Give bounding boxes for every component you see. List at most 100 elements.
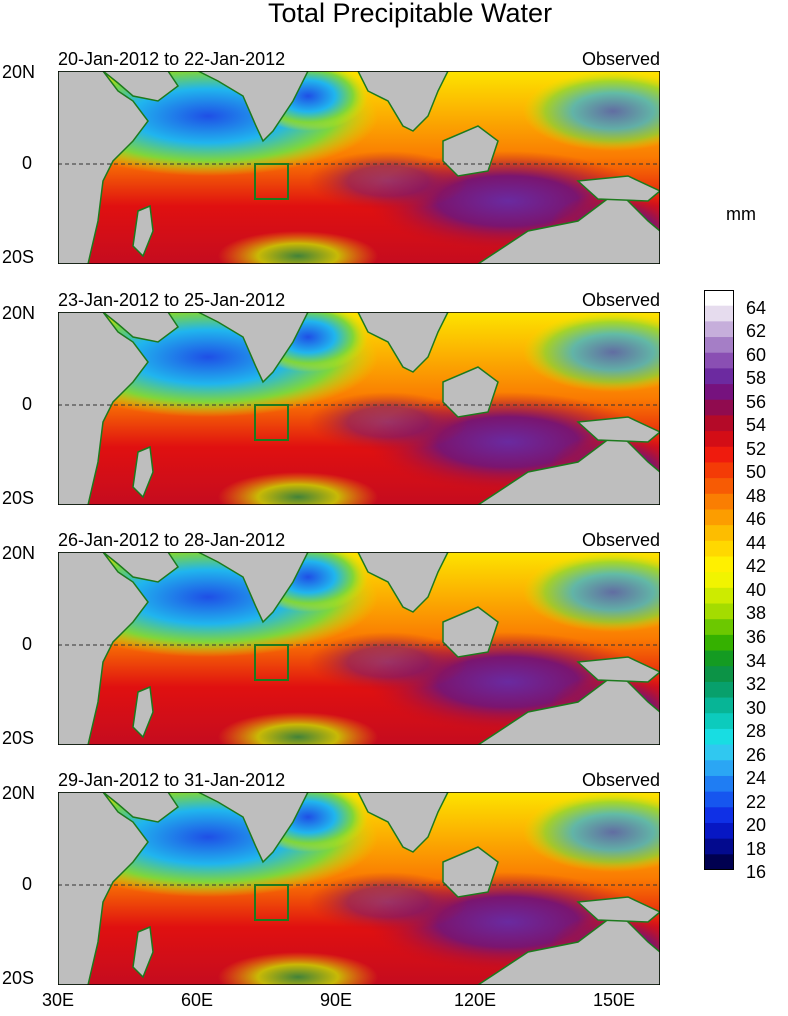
colorbar-tick-label: 60 [746,344,767,365]
colorbar-swatch [704,337,734,354]
colorbar-tick-label: 24 [746,768,767,789]
y-label-20n: 20N [2,783,36,803]
colorbar-swatch [704,681,734,698]
y-label-20s: 20S [2,247,35,267]
x-label-30e: 30E [41,990,75,1010]
y-label-eq: 0 [22,634,33,654]
colorbar-swatch [704,587,734,604]
colorbar-swatches [704,290,734,870]
colorbar-swatch [704,619,734,636]
colorbar-swatch [704,666,734,683]
x-label-120e: 120E [453,990,497,1010]
colorbar-swatch [704,822,734,840]
x-label-60e: 60E [180,990,214,1010]
colorbar-tick-label: 48 [746,485,767,506]
colorbar-swatch [704,493,734,510]
y-label-eq: 0 [22,874,33,894]
y-label-20n: 20N [2,303,36,323]
colorbar-tick-label: 42 [746,556,767,577]
x-label-90e: 90E [319,990,353,1010]
colorbar-swatch [704,807,734,824]
colorbar-tick-label: 28 [746,721,767,742]
colorbar-swatch [704,290,734,307]
colorbar-swatch [704,305,734,322]
colorbar-frame [704,290,734,870]
colorbar-swatch [704,713,734,730]
panel-date-range: 26-Jan-2012 to 28-Jan-2012 [58,530,286,550]
colorbar-swatch [704,728,734,745]
colorbar-swatch [704,352,734,369]
panel-date-range: 23-Jan-2012 to 25-Jan-2012 [58,290,286,310]
y-label-eq: 0 [22,153,33,173]
colorbar-swatch [704,540,734,557]
colorbar-swatch [704,760,734,777]
colorbar-tick-label: 22 [746,791,767,812]
colorbar-swatch [704,321,734,338]
colorbar-swatch [704,556,734,573]
y-label-eq: 0 [22,394,33,414]
map-panel-4: 29-Jan-2012 to 31-Jan-2012 Observed [58,770,660,985]
colorbar-tick-label: 64 [746,297,767,318]
y-label-20n: 20N [2,543,36,563]
panel-date-range: 29-Jan-2012 to 31-Jan-2012 [58,770,286,790]
colorbar-swatch [704,478,734,495]
colorbar-tick-label: 32 [746,674,767,695]
colorbar-swatch [704,368,734,385]
colorbar-tick-label: 20 [746,815,767,836]
colorbar-swatch [704,399,734,416]
colorbar-tick-label: 52 [746,438,767,459]
colorbar-swatch [704,634,734,651]
colorbar-tick-label: 34 [746,650,767,671]
panel-tag: Observed [581,770,660,790]
colorbar-swatch [704,384,734,401]
colorbar-swatch [704,838,734,855]
tpw-map [58,552,660,745]
x-label-150e: 150E [592,990,636,1010]
map-panel-2: 23-Jan-2012 to 25-Jan-2012 Observed [58,290,660,505]
colorbar-swatch [704,650,734,667]
chart-title: Total Precipitable Water [267,0,553,28]
y-label-20s: 20S [2,728,35,748]
tpw-map [58,71,660,264]
colorbar-tick-label: 18 [746,838,767,859]
colorbar-swatch [704,854,734,870]
colorbar-tick-label: 58 [746,368,767,389]
colorbar-swatch [704,603,734,620]
tpw-map [58,792,660,985]
tpw-map [58,312,660,505]
colorbar-tick-label: 54 [746,415,767,436]
colorbar-swatch [704,775,734,793]
colorbar-tick-label: 16 [746,862,767,883]
colorbar-tick-label: 62 [746,321,767,342]
colorbar-tick-label: 36 [746,627,767,647]
colorbar-swatch [704,431,734,448]
y-label-20s: 20S [2,488,35,508]
colorbar-swatch [704,572,734,589]
y-label-20n: 20N [2,62,36,82]
map-panel-1: 20-Jan-2012 to 22-Jan-2012 Observed [58,49,660,264]
colorbar-swatch [704,697,734,714]
colorbar-tick-label: 26 [746,744,767,765]
colorbar-swatch [704,525,734,542]
colorbar-tick-label: 56 [746,391,767,412]
panel-date-range: 20-Jan-2012 to 22-Jan-2012 [58,49,286,69]
colorbar-tick-label: 40 [746,579,767,600]
colorbar-tick-label: 30 [746,697,767,718]
colorbar-tick-label: 50 [746,462,767,483]
colorbar-tick-label: 44 [746,532,767,553]
colorbar-swatch [704,744,734,761]
colorbar-swatch [704,446,734,463]
panel-tag: Observed [581,290,660,310]
map-panel-3: 26-Jan-2012 to 28-Jan-2012 Observed [58,530,660,745]
y-label-20s: 20S [2,968,35,988]
colorbar-tick-label: 38 [746,603,767,624]
panel-tag: Observed [581,49,660,69]
colorbar-swatch [704,791,734,808]
colorbar-swatch [704,462,734,479]
colorbar-swatch [704,509,734,526]
colorbar [704,290,734,870]
colorbar-unit-label: mm [726,204,756,224]
panel-tag: Observed [581,530,660,550]
colorbar-tick-label: 46 [746,509,767,530]
colorbar-swatch [704,415,734,432]
